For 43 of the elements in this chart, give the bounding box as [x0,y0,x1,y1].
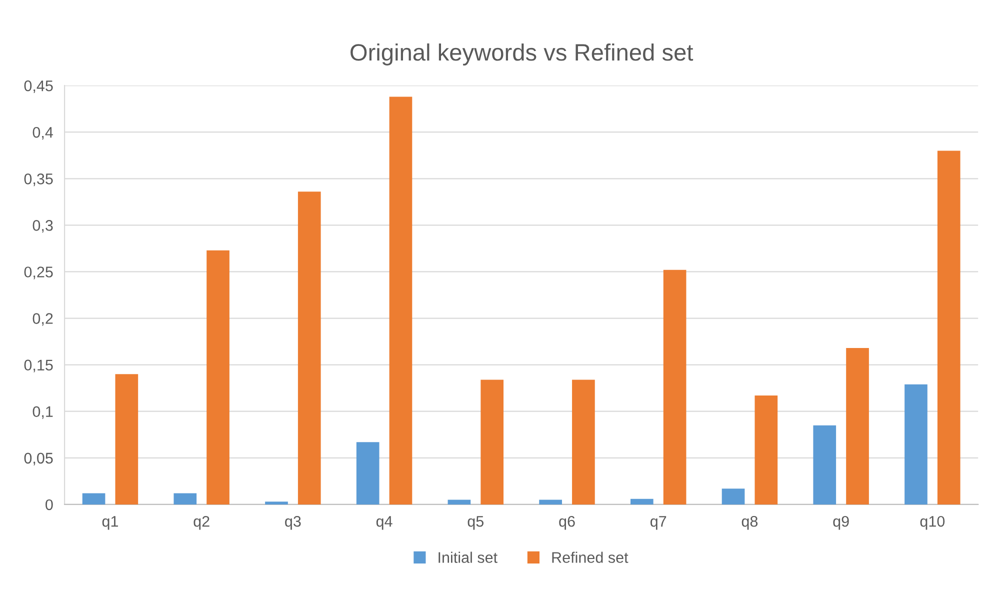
x-tick-label: q1 [102,516,118,530]
bar [389,96,412,504]
bar [846,348,869,504]
bar [265,502,288,504]
bar [630,498,654,504]
y-tick-label: 0 [46,499,53,510]
bar [82,493,106,504]
x-tick-label: q6 [559,516,575,530]
bar [722,488,745,504]
x-tick-label: q7 [650,516,666,530]
bar [298,192,321,504]
y-tick-label: 0,1 [32,406,53,419]
y-tick-label: 0,15 [24,360,53,372]
bar [904,384,928,504]
y-tick-label: 0,05 [24,452,53,466]
x-tick-label: q4 [376,516,392,530]
bar [539,500,562,504]
x-tick-label: q10 [920,516,945,530]
bar [115,374,138,504]
bar [174,493,197,504]
y-tick-label: 0,2 [32,313,53,326]
legend-label: Refined set [552,552,628,563]
bar [937,150,960,504]
y-tick-label: 0,3 [32,220,53,233]
y-tick-label: 0,25 [24,266,53,280]
bar [663,270,686,504]
bar [572,380,595,504]
bar [480,380,504,504]
legend-label: Initial set [438,552,498,563]
bar [448,500,471,504]
bar [206,250,230,504]
y-tick-label: 0,45 [24,80,53,94]
x-tick-label: q8 [742,516,758,530]
y-tick-label: 0,35 [24,174,53,186]
x-tick-label: q3 [285,516,301,530]
x-tick-label: q9 [833,516,849,530]
bar [813,425,836,504]
y-tick-label: 0,4 [32,126,53,140]
bar [754,396,778,504]
chart-title: Original keywords vs Refined set [350,43,694,66]
x-tick-label: q2 [194,516,210,530]
x-tick-label: q5 [468,516,484,530]
bar [356,442,380,504]
